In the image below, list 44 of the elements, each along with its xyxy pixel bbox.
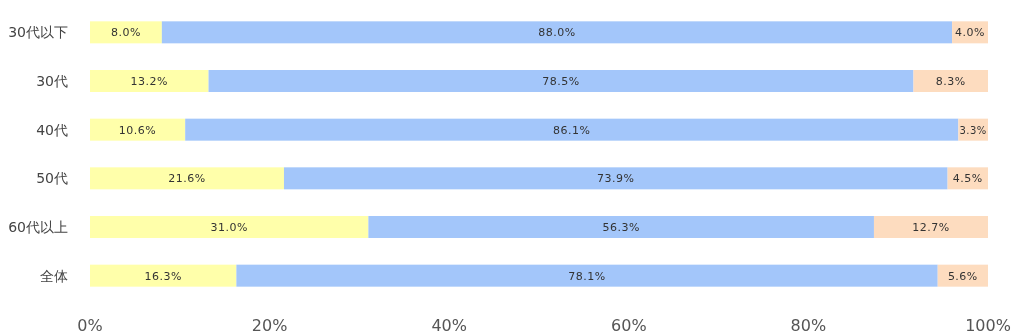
x-tick-label: 40% <box>431 316 467 335</box>
bar <box>90 70 209 92</box>
x-tick-label: 100% <box>965 316 1011 335</box>
data-label: 8.0% <box>110 26 141 40</box>
data-label: 21.6% <box>168 172 206 186</box>
y-tick-label: 60代以上 <box>8 219 68 235</box>
bar <box>90 216 369 238</box>
bar <box>90 21 162 44</box>
y-tick-label: 50代 <box>36 170 68 187</box>
x-tick-label: 0% <box>77 316 103 335</box>
bar <box>208 70 914 92</box>
data-label: 4.0% <box>955 26 986 40</box>
data-label: 5.6% <box>947 269 978 283</box>
bar <box>161 21 953 44</box>
bar <box>185 118 959 141</box>
data-label: 73.9% <box>597 172 635 186</box>
x-tick-label: 20% <box>251 316 288 335</box>
bar <box>873 216 988 238</box>
x-tick-label: 60% <box>611 316 647 335</box>
data-label: 78.5% <box>542 75 580 88</box>
data-label: 13.2% <box>130 75 168 88</box>
data-label: 56.3% <box>602 221 640 234</box>
bar <box>368 216 874 238</box>
y-tick-label: 40代 <box>36 121 68 138</box>
data-label: 8.3% <box>935 75 966 88</box>
bar <box>90 118 186 141</box>
data-label: 78.1% <box>568 269 606 283</box>
bar <box>90 167 284 190</box>
data-label: 86.1% <box>553 123 591 137</box>
data-label: 16.3% <box>144 269 182 283</box>
y-tick-label: 30代 <box>36 73 68 89</box>
bar <box>90 264 237 287</box>
data-label: 12.7% <box>912 221 950 234</box>
bar <box>283 167 948 190</box>
bar <box>913 70 988 92</box>
data-label: 88.0% <box>538 26 576 40</box>
data-label: 10.6% <box>118 123 157 137</box>
data-label: 31.0% <box>210 221 248 234</box>
data-label: 4.5% <box>952 172 983 186</box>
bar <box>236 264 938 287</box>
y-tick-label: 30代以下 <box>8 24 68 41</box>
data-label: 3.3% <box>959 124 987 136</box>
x-tick-label: 80% <box>790 316 827 335</box>
y-tick-label: 全体 <box>40 267 68 284</box>
